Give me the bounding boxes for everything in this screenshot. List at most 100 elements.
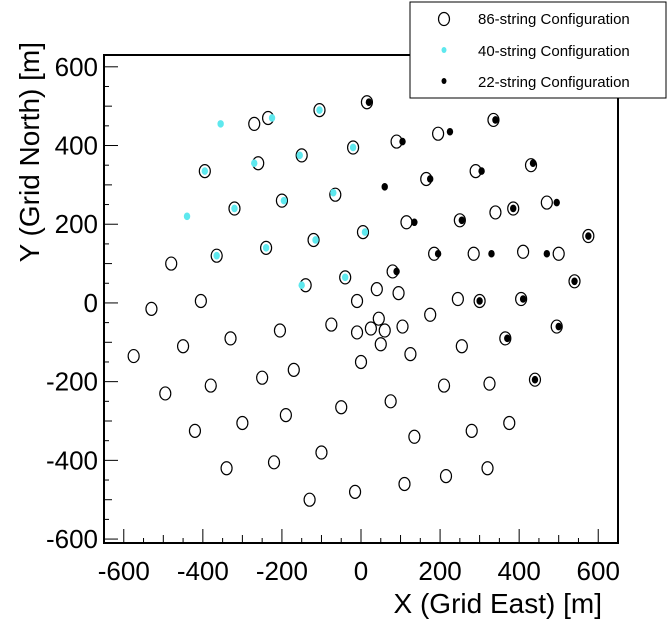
marker-86-string	[396, 319, 409, 334]
marker-22-string	[399, 137, 406, 146]
marker-40-string	[298, 281, 305, 290]
legend-label-40-string: 40-string Configuration	[478, 43, 630, 60]
marker-86-string	[346, 140, 360, 155]
marker-22-string	[571, 277, 578, 286]
marker-86-string	[384, 394, 397, 409]
y-axis-title: Y (Grid North) [m]	[14, 42, 45, 262]
marker-86-string	[437, 378, 451, 393]
marker-40-string	[280, 196, 288, 205]
y-tick-label: -400	[46, 445, 98, 475]
marker-86-string	[453, 213, 466, 228]
marker-86-string	[451, 291, 464, 307]
marker-86-string	[236, 415, 249, 431]
marker-40-string	[213, 251, 220, 260]
marker-86-string	[424, 307, 437, 322]
marker-40-string	[316, 106, 323, 114]
x-tick-label: -200	[256, 556, 308, 586]
plot-frame	[103, 54, 619, 544]
marker-22-string	[510, 204, 517, 213]
x-tick-label: 0	[354, 556, 368, 586]
marker-40-string	[341, 273, 349, 282]
marker-86-string	[360, 95, 374, 110]
marker-86-string	[348, 484, 362, 499]
marker-22-string	[543, 249, 551, 258]
legend-box	[409, 1, 667, 99]
marker-22-string	[434, 249, 442, 258]
y-tick-label: 200	[55, 209, 98, 239]
marker-86-string	[392, 285, 405, 301]
x-tick-label: 600	[577, 556, 620, 586]
marker-86-string	[165, 256, 178, 271]
marker-86-string	[524, 158, 538, 173]
marker-86-string	[503, 415, 516, 431]
marker-86-string	[354, 354, 368, 370]
marker-86-string	[295, 148, 308, 163]
marker-86-string	[473, 293, 486, 309]
marker-22-string	[476, 297, 483, 305]
marker-22-string	[488, 249, 495, 258]
axis-ticks: -600 -400 -200 0 200 400 600 -600 -400 -200 0 200 40…	[46, 52, 620, 586]
marker-86-string	[408, 429, 421, 444]
marker-22-string	[365, 98, 373, 107]
marker-22-string	[393, 267, 400, 276]
marker-22-string	[555, 322, 562, 331]
marker-86-string	[188, 423, 202, 438]
marker-86-string	[432, 126, 445, 141]
y-tick-label: 400	[55, 131, 98, 161]
marker-86-string	[313, 102, 326, 118]
marker-86-string	[507, 201, 520, 216]
marker-86-string	[582, 228, 595, 244]
marker-86-string	[489, 205, 502, 220]
marker-86-string	[303, 492, 316, 507]
marker-40-string	[217, 120, 224, 128]
marker-86-string	[528, 372, 542, 387]
marker-22-string	[492, 116, 499, 124]
marker-86-string	[550, 319, 563, 334]
marker-86-string	[279, 407, 292, 423]
y-tick-label: 0	[84, 288, 98, 318]
marker-86-string	[356, 224, 370, 240]
marker-86-string	[398, 476, 411, 492]
marker-86-string	[481, 461, 494, 476]
marker-22-string	[519, 295, 527, 303]
x-tick-label: -400	[177, 556, 229, 586]
marker-40-string	[296, 151, 303, 160]
marker-22-string	[585, 232, 592, 240]
marker-86-string	[256, 370, 269, 385]
marker-86-string	[487, 112, 500, 128]
marker-86-string	[515, 291, 528, 307]
marker-86-string	[198, 163, 211, 179]
marker-86-string	[467, 246, 480, 261]
marker-86-string	[220, 461, 233, 476]
marker-22-string	[458, 216, 466, 225]
marker-86-string	[350, 293, 364, 309]
marker-22-string	[553, 198, 560, 207]
x-tick-label: 200	[418, 556, 461, 586]
marker-86-string	[194, 293, 207, 309]
marker-86-string	[325, 317, 338, 332]
marker-86-string	[350, 325, 364, 340]
marker-86-string	[568, 274, 581, 289]
marker-40-string	[262, 244, 270, 252]
x-tick-label: 400	[497, 556, 540, 586]
marker-86-string	[287, 362, 300, 377]
marker-86-string	[465, 423, 478, 438]
legend: 86-string Configuration 40-string Config…	[409, 1, 667, 99]
x-axis-title: X (Grid East) [m]	[394, 588, 602, 619]
marker-86-string	[540, 195, 553, 210]
legend-label-22-string: 22-string Configuration	[478, 74, 630, 91]
y-tick-label: -600	[46, 524, 98, 554]
marker-40-string	[312, 236, 319, 244]
marker-86-string	[210, 248, 223, 263]
legend-marker-40-string	[441, 47, 447, 53]
marker-86-string	[228, 201, 241, 216]
marker-86-string	[204, 378, 217, 393]
marker-22-string	[446, 127, 454, 136]
marker-22-string	[411, 218, 418, 227]
marker-40-string	[268, 114, 276, 122]
x-tick-label: -600	[98, 556, 150, 586]
marker-22-string	[381, 183, 388, 191]
marker-40-string	[231, 204, 238, 213]
marker-86-string	[364, 321, 377, 336]
